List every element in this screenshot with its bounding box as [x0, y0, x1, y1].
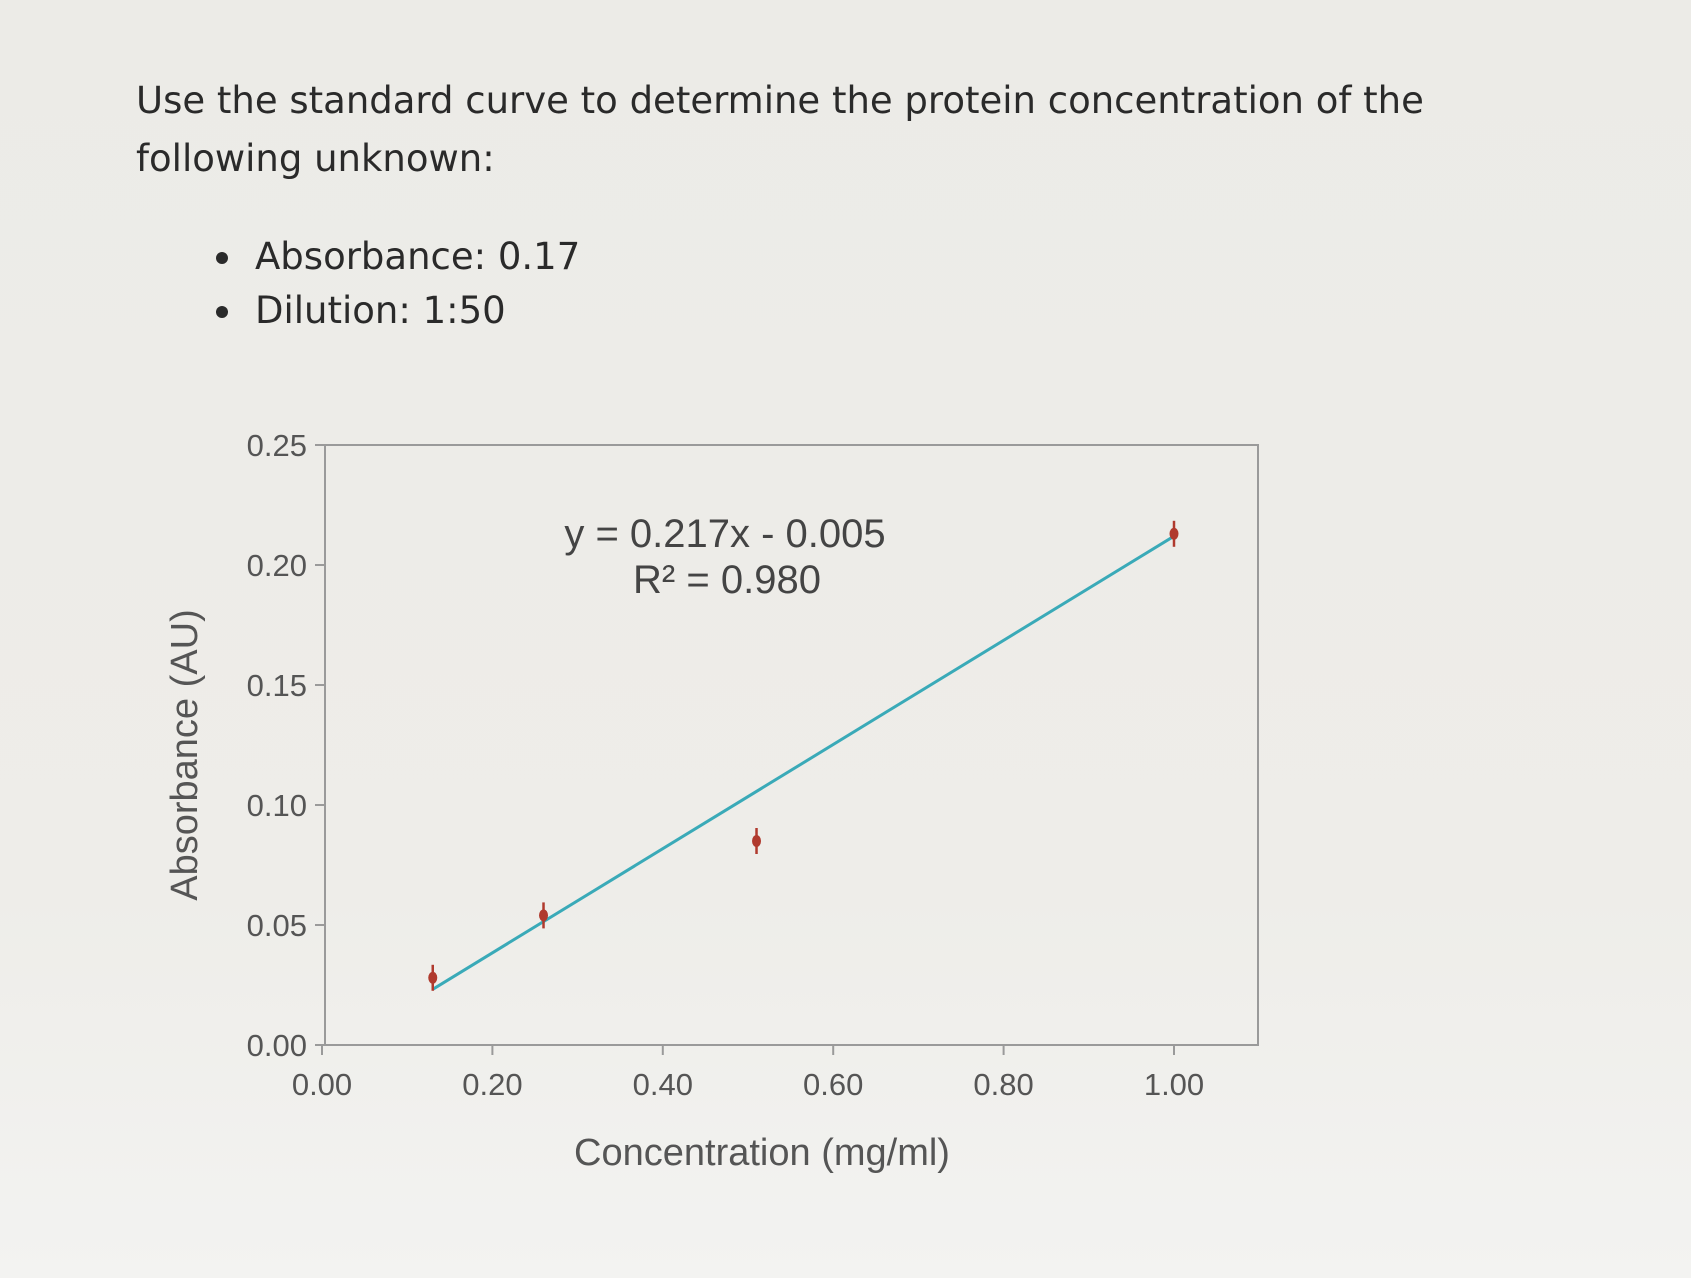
y-axis: 0.00 0.05 0.10 0.15 0.20 0.25: [247, 428, 325, 1063]
x-tick-label: 0.20: [462, 1067, 522, 1102]
absorbance-value: Absorbance: 0.17: [210, 230, 580, 284]
data-point: [752, 828, 762, 854]
y-tick-label: 0.10: [247, 788, 307, 823]
y-tick-label: 0.05: [247, 908, 307, 943]
y-tick-label: 0.00: [247, 1028, 307, 1063]
y-tick-label: 0.15: [247, 668, 307, 703]
x-tick-label: 0.40: [633, 1067, 693, 1102]
x-axis: 0.00 0.20 0.40 0.60 0.80 1.00: [292, 1045, 1204, 1102]
plot-area-border: [324, 444, 1259, 1046]
x-tick-label: 1.00: [1144, 1067, 1204, 1102]
y-tick-label: 0.20: [247, 548, 307, 583]
question-text: Use the standard curve to determine the …: [136, 79, 1424, 180]
r-squared-label: R² = 0.980: [633, 558, 821, 602]
data-point: [539, 902, 549, 929]
x-tick-label: 0.60: [803, 1067, 863, 1102]
y-tick-label: 0.25: [247, 428, 307, 463]
x-tick-label: 0.80: [973, 1067, 1033, 1102]
trendline: [431, 534, 1175, 991]
x-axis-title: Concentration (mg/ml): [574, 1132, 950, 1174]
y-axis-title: Absorbance (AU): [164, 609, 206, 900]
given-values-list: Absorbance: 0.17 Dilution: 1:50: [210, 230, 580, 338]
equation-label: y = 0.217x - 0.005: [564, 512, 885, 556]
data-points: [428, 520, 1179, 991]
dilution-value: Dilution: 1:50: [210, 284, 580, 338]
x-tick-label: 0.00: [292, 1067, 352, 1102]
data-point: [1169, 520, 1179, 547]
data-point: [428, 964, 438, 991]
plot-frame: [324, 444, 1259, 1046]
